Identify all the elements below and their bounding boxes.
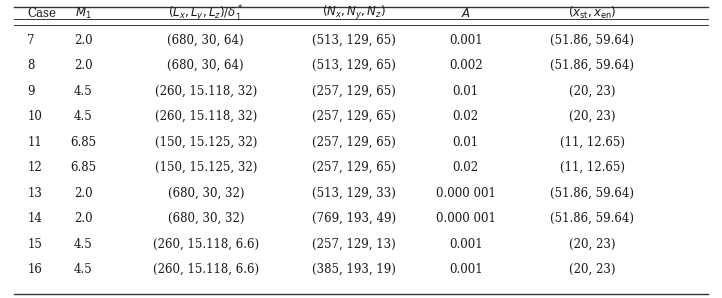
Text: (257, 129, 65): (257, 129, 65) [312, 136, 396, 149]
Text: (680, 30, 32): (680, 30, 32) [168, 187, 244, 200]
Text: (20, 23): (20, 23) [569, 110, 615, 123]
Text: 0.02: 0.02 [453, 110, 479, 123]
Text: (257, 129, 13): (257, 129, 13) [312, 238, 396, 251]
Text: 4.5: 4.5 [74, 238, 92, 251]
Text: 4.5: 4.5 [74, 263, 92, 276]
Text: (513, 129, 65): (513, 129, 65) [312, 34, 396, 47]
Text: 7: 7 [27, 34, 35, 47]
Text: (51.86, 59.64): (51.86, 59.64) [550, 212, 634, 225]
Text: (680, 30, 64): (680, 30, 64) [168, 34, 244, 47]
Text: 2.0: 2.0 [74, 34, 92, 47]
Text: (11, 12.65): (11, 12.65) [560, 161, 625, 174]
Text: $(N_x,N_y,N_z)$: $(N_x,N_y,N_z)$ [322, 4, 386, 22]
Text: 14: 14 [27, 212, 43, 225]
Text: (680, 30, 32): (680, 30, 32) [168, 212, 244, 225]
Text: (150, 15.125, 32): (150, 15.125, 32) [155, 136, 257, 149]
Text: (513, 129, 33): (513, 129, 33) [312, 187, 396, 200]
Text: $(x_{\rm st},x_{\rm en})$: $(x_{\rm st},x_{\rm en})$ [567, 5, 617, 21]
Text: (20, 23): (20, 23) [569, 85, 615, 98]
Text: (680, 30, 64): (680, 30, 64) [168, 59, 244, 72]
Text: 2.0: 2.0 [74, 212, 92, 225]
Text: (150, 15.125, 32): (150, 15.125, 32) [155, 161, 257, 174]
Text: 6.85: 6.85 [70, 161, 96, 174]
Text: 6.85: 6.85 [70, 136, 96, 149]
Text: 0.002: 0.002 [449, 59, 482, 72]
Text: 16: 16 [27, 263, 43, 276]
Text: (257, 129, 65): (257, 129, 65) [312, 161, 396, 174]
Text: 12: 12 [27, 161, 42, 174]
Text: (260, 15.118, 32): (260, 15.118, 32) [155, 110, 257, 123]
Text: 13: 13 [27, 187, 43, 200]
Text: 0.001: 0.001 [449, 238, 482, 251]
Text: (260, 15.118, 6.6): (260, 15.118, 6.6) [153, 263, 258, 276]
Text: (51.86, 59.64): (51.86, 59.64) [550, 34, 634, 47]
Text: (51.86, 59.64): (51.86, 59.64) [550, 59, 634, 72]
Text: (51.86, 59.64): (51.86, 59.64) [550, 187, 634, 200]
Text: 0.000 001: 0.000 001 [436, 187, 495, 200]
Text: 4.5: 4.5 [74, 85, 92, 98]
Text: (20, 23): (20, 23) [569, 238, 615, 251]
Text: 10: 10 [27, 110, 43, 123]
Text: 0.01: 0.01 [453, 136, 479, 149]
Text: 11: 11 [27, 136, 42, 149]
Text: (385, 193, 19): (385, 193, 19) [312, 263, 396, 276]
Text: (20, 23): (20, 23) [569, 263, 615, 276]
Text: 2.0: 2.0 [74, 187, 92, 200]
Text: (11, 12.65): (11, 12.65) [560, 136, 625, 149]
Text: (257, 129, 65): (257, 129, 65) [312, 85, 396, 98]
Text: (260, 15.118, 6.6): (260, 15.118, 6.6) [153, 238, 258, 251]
Text: (257, 129, 65): (257, 129, 65) [312, 110, 396, 123]
Text: 15: 15 [27, 238, 43, 251]
Text: $(L_x,L_y,L_z)/\delta_1^*$: $(L_x,L_y,L_z)/\delta_1^*$ [168, 3, 243, 24]
Text: 0.000 001: 0.000 001 [436, 212, 495, 225]
Text: (513, 129, 65): (513, 129, 65) [312, 59, 396, 72]
Text: 0.001: 0.001 [449, 263, 482, 276]
Text: (769, 193, 49): (769, 193, 49) [312, 212, 396, 225]
Text: 0.001: 0.001 [449, 34, 482, 47]
Text: $A$: $A$ [461, 7, 471, 20]
Text: 8: 8 [27, 59, 35, 72]
Text: 2.0: 2.0 [74, 59, 92, 72]
Text: 0.01: 0.01 [453, 85, 479, 98]
Text: 4.5: 4.5 [74, 110, 92, 123]
Text: $M_1$: $M_1$ [74, 6, 92, 21]
Text: 0.02: 0.02 [453, 161, 479, 174]
Text: 9: 9 [27, 85, 35, 98]
Text: Case: Case [27, 7, 56, 20]
Text: (260, 15.118, 32): (260, 15.118, 32) [155, 85, 257, 98]
